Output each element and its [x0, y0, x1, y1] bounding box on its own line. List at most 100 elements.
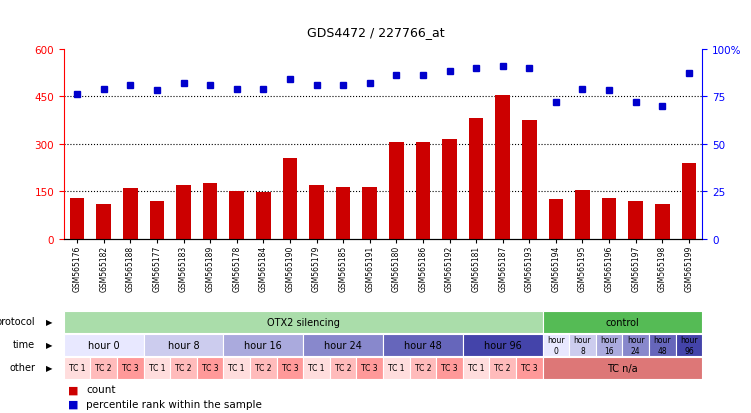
Text: hour 24: hour 24 — [324, 340, 362, 350]
Text: TC 1: TC 1 — [69, 363, 86, 373]
Bar — [224, 357, 250, 379]
Text: ■: ■ — [68, 384, 78, 394]
Bar — [469, 119, 484, 240]
Bar — [357, 357, 383, 379]
Bar — [303, 357, 330, 379]
Bar — [330, 357, 357, 379]
Text: TC 2: TC 2 — [255, 363, 272, 373]
Text: TC 3: TC 3 — [202, 363, 219, 373]
Bar — [602, 198, 617, 240]
Text: ■: ■ — [68, 399, 78, 409]
Text: hour
96: hour 96 — [680, 335, 698, 355]
Bar — [436, 357, 463, 379]
Bar — [463, 334, 543, 356]
Text: control: control — [605, 317, 639, 327]
Text: hour 0: hour 0 — [88, 340, 119, 350]
Bar — [229, 192, 244, 240]
Text: OTX2 silencing: OTX2 silencing — [267, 317, 339, 327]
Bar — [64, 311, 542, 333]
Text: GDS4472 / 227766_at: GDS4472 / 227766_at — [306, 26, 445, 39]
Bar — [575, 190, 590, 240]
Bar — [415, 143, 430, 240]
Text: protocol: protocol — [0, 316, 35, 326]
Bar — [256, 192, 270, 240]
Text: hour 8: hour 8 — [167, 340, 199, 350]
Bar — [176, 185, 191, 240]
Bar — [629, 202, 643, 240]
Text: percentile rank within the sample: percentile rank within the sample — [86, 399, 262, 409]
Text: hour
24: hour 24 — [627, 335, 644, 355]
Text: hour
8: hour 8 — [574, 335, 591, 355]
Bar — [224, 334, 303, 356]
Bar — [250, 357, 276, 379]
Bar — [64, 357, 90, 379]
Text: ▶: ▶ — [46, 317, 53, 326]
Text: TC 3: TC 3 — [282, 363, 298, 373]
Text: TC 1: TC 1 — [468, 363, 484, 373]
Text: hour
0: hour 0 — [547, 335, 565, 355]
Bar — [649, 334, 676, 356]
Bar — [655, 204, 670, 240]
Text: hour
16: hour 16 — [600, 335, 618, 355]
Bar — [682, 164, 696, 240]
Text: TC 1: TC 1 — [228, 363, 245, 373]
Text: TC 3: TC 3 — [122, 363, 139, 373]
Bar — [90, 357, 117, 379]
Text: TC 2: TC 2 — [415, 363, 431, 373]
Text: TC n/a: TC n/a — [607, 363, 638, 373]
Bar — [117, 357, 143, 379]
Bar — [276, 357, 303, 379]
Bar — [309, 185, 324, 240]
Bar — [516, 357, 543, 379]
Bar — [303, 334, 383, 356]
Bar — [542, 334, 569, 356]
Bar — [569, 334, 596, 356]
Bar — [143, 334, 224, 356]
Bar — [143, 357, 170, 379]
Bar — [596, 334, 623, 356]
Bar — [149, 202, 164, 240]
Bar — [490, 357, 516, 379]
Text: time: time — [13, 339, 35, 349]
Bar — [170, 357, 197, 379]
Bar — [409, 357, 436, 379]
Bar — [542, 311, 702, 333]
Text: TC 2: TC 2 — [494, 363, 511, 373]
Bar — [197, 357, 224, 379]
Bar — [676, 334, 702, 356]
Text: TC 1: TC 1 — [308, 363, 324, 373]
Bar — [64, 334, 143, 356]
Bar — [203, 184, 218, 240]
Text: TC 3: TC 3 — [441, 363, 458, 373]
Bar — [336, 187, 351, 240]
Bar — [363, 187, 377, 240]
Text: TC 2: TC 2 — [95, 363, 112, 373]
Bar — [383, 334, 463, 356]
Bar — [442, 140, 457, 240]
Bar — [123, 189, 137, 240]
Text: count: count — [86, 384, 116, 394]
Text: TC 3: TC 3 — [521, 363, 538, 373]
Bar — [70, 198, 84, 240]
Text: TC 3: TC 3 — [361, 363, 378, 373]
Text: ▶: ▶ — [46, 340, 53, 349]
Text: hour 16: hour 16 — [244, 340, 282, 350]
Text: hour
48: hour 48 — [653, 335, 671, 355]
Bar — [623, 334, 649, 356]
Bar — [496, 95, 510, 240]
Bar — [548, 200, 563, 240]
Bar — [282, 159, 297, 240]
Text: hour 48: hour 48 — [404, 340, 442, 350]
Text: TC 1: TC 1 — [149, 363, 165, 373]
Text: TC 1: TC 1 — [388, 363, 405, 373]
Text: hour 96: hour 96 — [484, 340, 522, 350]
Text: TC 2: TC 2 — [175, 363, 192, 373]
Bar — [542, 357, 702, 379]
Bar — [463, 357, 490, 379]
Bar — [389, 143, 403, 240]
Bar — [383, 357, 409, 379]
Text: other: other — [9, 362, 35, 372]
Text: TC 2: TC 2 — [335, 363, 351, 373]
Text: ▶: ▶ — [46, 363, 53, 372]
Bar — [522, 121, 537, 240]
